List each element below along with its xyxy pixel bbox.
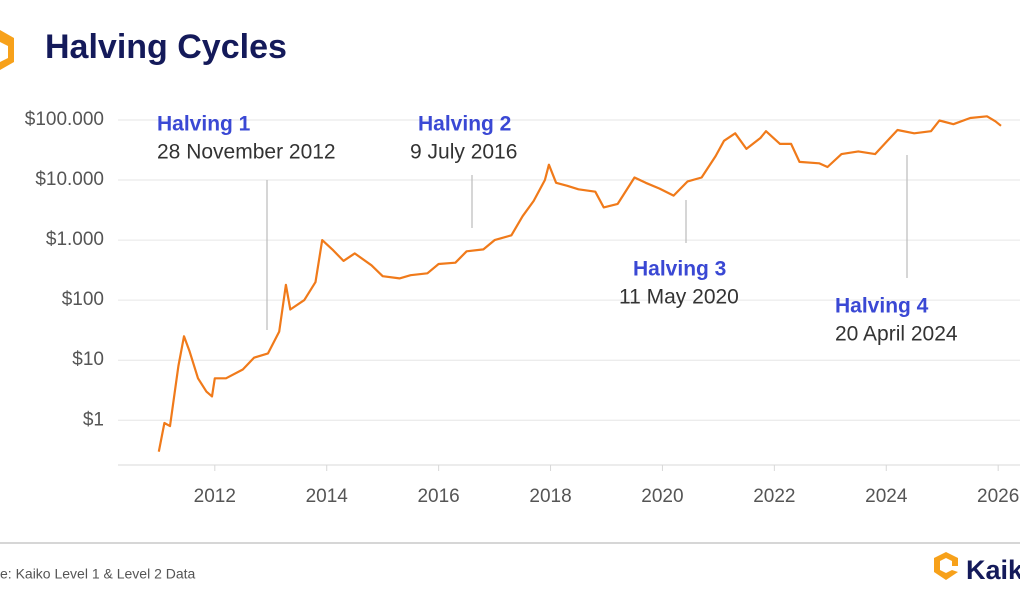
y-tick-label: $100.000 bbox=[25, 109, 104, 130]
halving-date: 9 July 2016 bbox=[410, 141, 517, 164]
halving-date: 11 May 2020 bbox=[619, 286, 739, 309]
halving-date: 20 April 2024 bbox=[835, 323, 958, 346]
y-tick-label: $10 bbox=[72, 349, 104, 370]
y-tick-label: $10.000 bbox=[35, 169, 104, 190]
title: Halving Cycles bbox=[45, 28, 287, 66]
x-tick-label: 2026 bbox=[977, 486, 1019, 507]
price-line bbox=[157, 115, 1002, 452]
y-tick-label: $1.000 bbox=[46, 229, 104, 250]
x-tick-label: 2016 bbox=[417, 486, 459, 507]
x-tick-label: 2020 bbox=[641, 486, 683, 507]
y-tick-label: $1 bbox=[83, 409, 104, 430]
logo bbox=[0, 30, 14, 70]
halving-title: Halving 2 bbox=[418, 113, 511, 136]
halving-date: 28 November 2012 bbox=[157, 141, 336, 164]
source: e: Kaiko Level 1 & Level 2 Data bbox=[0, 566, 196, 582]
x-tick-label: 2012 bbox=[194, 486, 236, 507]
x-tick-label: 2024 bbox=[865, 486, 908, 507]
halving-title: Halving 3 bbox=[633, 258, 726, 281]
x-tick-label: 2022 bbox=[753, 486, 795, 507]
brand-logo bbox=[934, 552, 958, 580]
x-tick-label: 2018 bbox=[529, 486, 571, 507]
x-tick-label: 2014 bbox=[306, 486, 349, 507]
y-tick-label: $100 bbox=[62, 289, 104, 310]
brand: Kaiko bbox=[966, 555, 1020, 585]
halving-title: Halving 1 bbox=[157, 113, 251, 136]
halving-title: Halving 4 bbox=[835, 295, 929, 318]
